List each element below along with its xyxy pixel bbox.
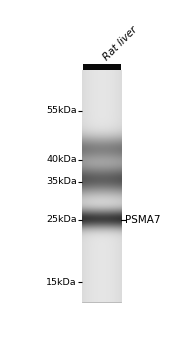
Text: PSMA7: PSMA7 xyxy=(125,215,161,225)
Text: 40kDa: 40kDa xyxy=(46,155,77,164)
Text: Rat liver: Rat liver xyxy=(102,25,140,62)
Text: 55kDa: 55kDa xyxy=(46,106,77,116)
Bar xyxy=(82,70,122,302)
Text: 35kDa: 35kDa xyxy=(46,177,77,186)
Text: 15kDa: 15kDa xyxy=(46,278,77,287)
Bar xyxy=(83,64,121,70)
Text: 25kDa: 25kDa xyxy=(46,215,77,224)
